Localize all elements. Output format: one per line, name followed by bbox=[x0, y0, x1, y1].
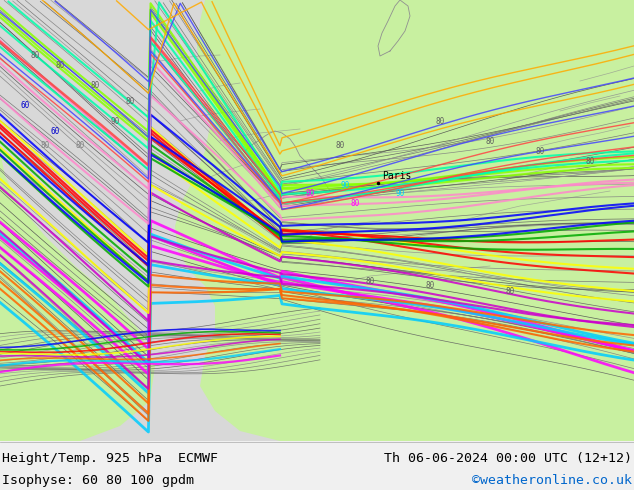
Text: 80: 80 bbox=[351, 198, 359, 207]
Text: 80: 80 bbox=[585, 156, 595, 166]
Text: Height/Temp. 925 hPa  ECMWF: Height/Temp. 925 hPa ECMWF bbox=[2, 452, 218, 465]
Text: 90: 90 bbox=[396, 189, 404, 197]
Text: 80: 80 bbox=[55, 62, 65, 71]
Text: 80: 80 bbox=[91, 81, 100, 91]
Text: 80: 80 bbox=[365, 276, 375, 286]
Text: Paris: Paris bbox=[382, 171, 411, 181]
Text: 80: 80 bbox=[41, 142, 49, 150]
Text: 80: 80 bbox=[335, 142, 345, 150]
Text: ©weatheronline.co.uk: ©weatheronline.co.uk bbox=[472, 474, 632, 487]
Text: 80: 80 bbox=[75, 142, 84, 150]
Text: 90: 90 bbox=[340, 181, 349, 191]
Text: 60: 60 bbox=[50, 126, 60, 136]
Text: Isophyse: 60 80 100 gpdm: Isophyse: 60 80 100 gpdm bbox=[2, 474, 194, 487]
Text: 90: 90 bbox=[110, 117, 120, 125]
Text: 80: 80 bbox=[486, 137, 495, 146]
Text: 80: 80 bbox=[306, 189, 314, 197]
Text: 80: 80 bbox=[535, 147, 545, 155]
Text: 80: 80 bbox=[425, 281, 435, 291]
Polygon shape bbox=[175, 0, 634, 441]
Text: 80: 80 bbox=[436, 117, 444, 125]
Text: 60: 60 bbox=[20, 101, 30, 111]
Polygon shape bbox=[0, 151, 155, 441]
Text: Th 06-06-2024 00:00 UTC (12+12): Th 06-06-2024 00:00 UTC (12+12) bbox=[384, 452, 632, 465]
Text: 80: 80 bbox=[505, 287, 515, 295]
Text: 80: 80 bbox=[30, 51, 39, 60]
Text: 80: 80 bbox=[126, 97, 134, 105]
